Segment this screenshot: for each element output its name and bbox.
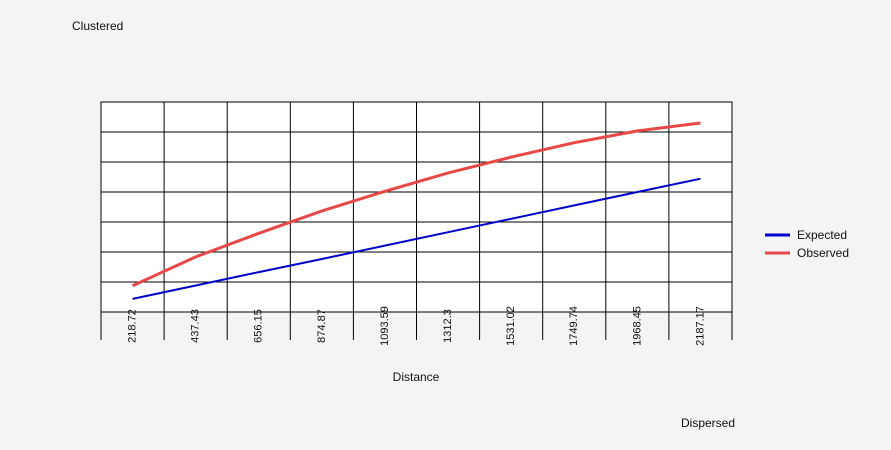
x-tick-label: 2187.17 — [694, 306, 706, 346]
series-line-observed — [131, 121, 701, 288]
x-tick-labels: 218.72 437.43 656.15 874.87 1093.59 1312.3 153… — [126, 306, 706, 346]
x-tick-label: 656.15 — [253, 309, 265, 343]
x-tick-label: 1093.59 — [379, 306, 391, 346]
x-tick-label: 1531.02 — [505, 306, 517, 346]
dispersed-label: Dispersed — [681, 416, 736, 430]
clustered-label: Clustered — [72, 19, 124, 33]
legend-label-observed: Observed — [797, 246, 849, 260]
series-line-expected — [132, 177, 701, 300]
x-tick-label: 437.43 — [190, 309, 202, 343]
grid — [100, 101, 733, 340]
legend: Expected Observed — [765, 228, 849, 260]
x-tick-label: 1312.3 — [442, 309, 454, 343]
x-tick-label: 218.72 — [126, 309, 138, 343]
x-tick-label: 1968.45 — [631, 306, 643, 346]
x-tick-label: 1749.74 — [568, 306, 580, 346]
legend-label-expected: Expected — [797, 228, 847, 242]
x-tick-label: 874.87 — [316, 309, 328, 343]
x-axis-title: Distance — [393, 370, 440, 384]
series-layer — [131, 121, 701, 300]
